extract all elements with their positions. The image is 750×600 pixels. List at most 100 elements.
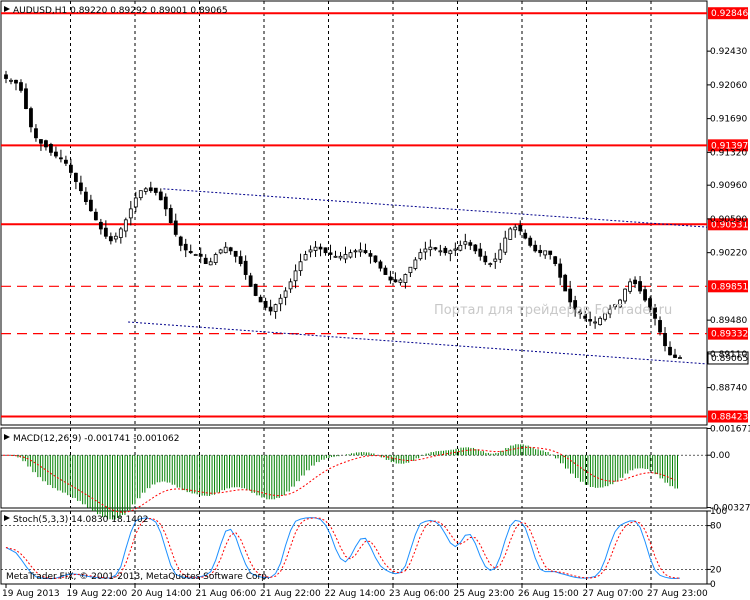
- candle-body: [193, 254, 198, 256]
- candle-body: [218, 249, 223, 254]
- macd-pane[interactable]: [0, 427, 708, 509]
- time-tick-label: 21 Aug 22:00: [260, 589, 321, 599]
- candle-body: [268, 306, 273, 312]
- candle-body: [148, 187, 153, 192]
- price-tick-label: 0.91690: [710, 115, 747, 125]
- candle-body: [9, 79, 13, 82]
- candle-body: [478, 248, 483, 257]
- candle-body: [223, 246, 228, 254]
- candle-body: [563, 274, 568, 292]
- macd-indicator: [1, 444, 707, 520]
- candle-body: [273, 304, 278, 312]
- time-tick-label: 20 Aug 14:00: [131, 589, 192, 599]
- candle-body: [233, 250, 238, 257]
- candle-body: [558, 263, 563, 278]
- candle-body: [603, 313, 608, 320]
- price-tick-label: 0.90220: [710, 249, 747, 259]
- candle-body: [328, 252, 333, 255]
- candle-body: [378, 261, 383, 269]
- candle-body: [668, 346, 672, 356]
- stoch-main-line: [5, 517, 681, 580]
- level-price-tag: [708, 280, 748, 293]
- candle-body: [288, 281, 293, 290]
- candle-body: [64, 159, 68, 164]
- candle-body: [308, 249, 313, 253]
- copyright-text: MetaTrader FIX, © 2001-2013, MetaQuotes …: [6, 572, 270, 582]
- candle-body: [568, 288, 573, 303]
- candle-body: [593, 321, 598, 324]
- candle-body: [633, 279, 637, 285]
- time-tick-label: 27 Aug 07:00: [583, 589, 644, 599]
- candle-body: [363, 250, 368, 254]
- axes: 0.92430 0.92060 0.91690 0.91320 0.90960 0.905…: [2, 47, 750, 599]
- candle-body: [653, 307, 657, 319]
- candle-body: [483, 255, 488, 263]
- candle-body: [318, 246, 323, 250]
- candle-body: [303, 254, 308, 261]
- candle-body: [283, 290, 288, 298]
- candle-body: [138, 190, 143, 199]
- candle-body: [73, 172, 78, 182]
- stoch-pane[interactable]: [0, 510, 708, 585]
- trendline: [163, 188, 708, 228]
- stoch-arrow-icon: [4, 515, 10, 521]
- price-pane[interactable]: [0, 0, 708, 426]
- stoch-header: Stoch(5,3,3) 14.0830 18.1402: [13, 515, 148, 525]
- trendlines: [128, 188, 708, 365]
- candle-body: [438, 250, 443, 253]
- candle-body: [433, 247, 438, 250]
- candle-body: [113, 235, 118, 240]
- candle-body: [118, 228, 123, 238]
- candle-body: [343, 254, 348, 260]
- candle-body: [24, 88, 28, 109]
- candle-body: [228, 247, 233, 252]
- level-price-label: 0.92846: [711, 9, 748, 19]
- candle-body: [618, 299, 622, 308]
- candle-body: [508, 228, 513, 240]
- candle-body: [19, 82, 23, 91]
- candle-body: [98, 221, 103, 230]
- candle-body: [488, 263, 493, 266]
- stoch-tick-label: 100: [710, 507, 727, 517]
- candle-body: [338, 255, 343, 259]
- chart-header: AUDUSD,H1 0.89220 0.89292 0.89001 0.8906…: [13, 6, 228, 16]
- candle-body: [448, 250, 453, 255]
- candle-body: [34, 128, 38, 139]
- candle-body: [203, 257, 208, 265]
- level-price-label: 0.89851: [711, 282, 748, 292]
- candle-body: [503, 237, 508, 253]
- candle-body: [173, 220, 178, 235]
- price-tick-label: 0.89480: [710, 316, 747, 326]
- watermark-text: Портал для трейдеров ForTrader.ru: [434, 303, 672, 318]
- candle-body: [69, 164, 73, 173]
- candle-body: [643, 289, 647, 301]
- level-price-label: 0.89332: [711, 330, 748, 340]
- time-tick-label: 19 Aug 2013: [2, 589, 60, 599]
- time-tick-label: 22 Aug 14:00: [325, 589, 386, 599]
- trendline: [128, 321, 708, 365]
- stochastic-indicator: [1, 517, 707, 580]
- candle-body: [49, 143, 53, 153]
- candle-body: [608, 308, 613, 315]
- current-price-label: 0.89065: [711, 354, 748, 364]
- time-tick-label: 21 Aug 06:00: [196, 589, 257, 599]
- candle-body: [638, 281, 642, 292]
- time-tick-label: 25 Aug 23:00: [454, 589, 515, 599]
- candle-body: [213, 254, 218, 263]
- candle-body: [458, 244, 463, 251]
- price-tick-label: 0.90960: [710, 181, 747, 191]
- candle-body: [598, 317, 603, 326]
- candle-body: [83, 191, 88, 203]
- candle-body: [323, 247, 328, 254]
- macd-tick-label: 0.001671: [710, 424, 750, 434]
- price-tick-label: 0.89110: [710, 350, 747, 360]
- candle-body: [383, 267, 388, 275]
- candle-body: [333, 255, 338, 258]
- candle-body: [368, 253, 373, 257]
- candle-body: [313, 246, 318, 251]
- candle-body: [513, 226, 518, 231]
- stoch-tick-label: 20: [710, 565, 722, 575]
- candle-body: [408, 266, 413, 274]
- candle-body: [523, 232, 528, 239]
